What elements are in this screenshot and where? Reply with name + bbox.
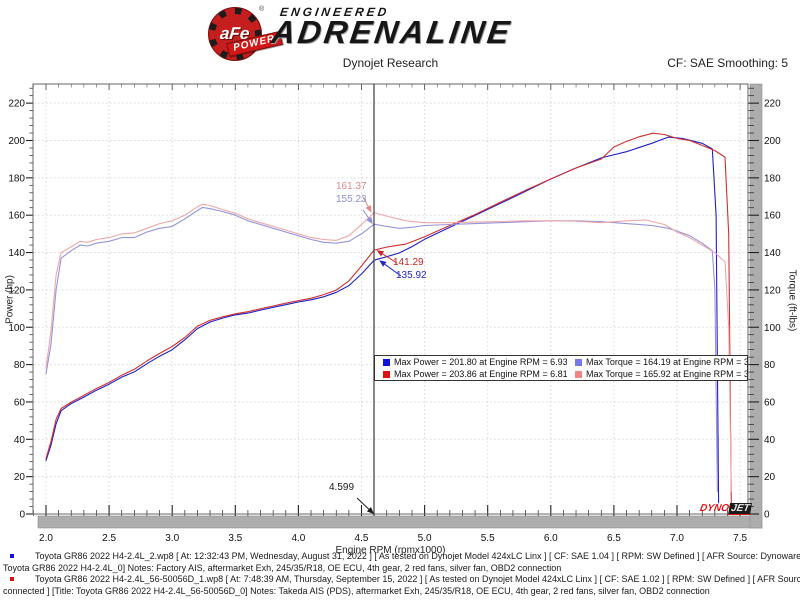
legend-label: Max Power = 203.86 at Engine RPM = 6.81 xyxy=(394,369,567,379)
x-tick-label: 2.5 xyxy=(102,533,116,544)
run-bullet-red xyxy=(10,577,14,581)
y-right-tick-label: 0 xyxy=(764,510,770,521)
x-axis-title: Engine RPM (rpmx1000) xyxy=(335,545,446,556)
x-tick-label: 3.0 xyxy=(165,533,179,544)
run-bullet-blue xyxy=(10,554,14,558)
legend-item-max-torque-afe: Max Torque = 165.92 at Engine RPM = 3.24 xyxy=(567,369,747,379)
y-left-tick-label: 60 xyxy=(14,397,26,408)
annotation-arrowhead xyxy=(366,507,374,514)
registered-mark: ® xyxy=(259,6,265,13)
x-tick-label: 6.0 xyxy=(544,533,558,544)
y-right-tick-label: 80 xyxy=(764,360,776,371)
run-entry-baseline: Toyota GR86 2022 H4-2.4L_2.wp8 [ At: 12:… xyxy=(0,551,800,574)
annotation-arrow xyxy=(384,263,402,277)
legend-label: Max Power = 201.80 at Engine RPM = 6.93 xyxy=(394,357,567,367)
dynojet-logo: DYNOJET xyxy=(699,503,753,515)
annotation-power-afe-value: 141.29 xyxy=(393,257,424,268)
legend-swatch-lightblue xyxy=(575,358,582,366)
x-tick-label: 3.5 xyxy=(228,533,242,544)
x-tick-label: 5.0 xyxy=(418,533,432,544)
run-text-line: Toyota GR86 2022 H4-2.4L_0] Notes: Facto… xyxy=(3,562,562,573)
legend-item-max-power-afe: Max Power = 203.86 at Engine RPM = 6.81 xyxy=(375,369,567,379)
x-tick-label: 2.0 xyxy=(39,533,53,544)
curve-power_afe xyxy=(45,132,732,504)
y-right-tick-label: 20 xyxy=(764,472,776,483)
y-right-tick-label: 60 xyxy=(764,397,776,408)
curve-torque_afe xyxy=(45,203,732,493)
y-right-tick-label: 180 xyxy=(764,173,781,184)
annotation-torque-baseline-value: 155.23 xyxy=(336,194,367,205)
legend-box: Max Power = 201.80 at Engine RPM = 6.93 … xyxy=(374,355,748,381)
dynojet-logo-jet: JET xyxy=(727,503,753,515)
annotation-arrow xyxy=(382,253,398,264)
y-left-tick-label: 0 xyxy=(19,510,25,521)
annotation-arrowhead xyxy=(365,205,372,213)
y-left-tick-label: 20 xyxy=(14,472,26,483)
y-right-axis-title: Torque (ft-lbs) xyxy=(786,269,798,332)
curve-power_baseline xyxy=(45,136,720,504)
annotation-arrowhead xyxy=(366,216,373,225)
chart-title: Dynojet Research xyxy=(342,56,439,70)
smoothing-setting: CF: SAE Smoothing: 5 xyxy=(667,56,788,70)
y-left-tick-label: 180 xyxy=(8,173,25,184)
header-branding: aFe ® POWER ENGINEERED ADRENALINE xyxy=(0,0,800,61)
annotation-torque-afe-value: 161.37 xyxy=(336,181,367,192)
plot-border xyxy=(32,83,749,515)
y-left-tick-label: 160 xyxy=(8,211,25,222)
y-right-tick-label: 40 xyxy=(764,435,776,446)
y-right-tick-label: 200 xyxy=(764,136,781,147)
y-left-tick-label: 80 xyxy=(14,360,26,371)
legend-swatch-red xyxy=(383,370,390,378)
run-entry-afe: Toyota GR86 2022 H4-2.4L_56-50056D_1.wp8… xyxy=(0,574,800,597)
y-right-tick-label: 220 xyxy=(764,99,781,110)
dynojet-logo-dyno: DYNO xyxy=(699,503,730,514)
annotation-power-baseline-value: 135.92 xyxy=(396,270,427,281)
x-tick-label: 7.5 xyxy=(733,533,747,544)
y-left-axis-title: Power (hp) xyxy=(4,275,16,324)
run-text-line: Toyota GR86 2022 H4-2.4L_56-50056D_1.wp8… xyxy=(35,574,800,584)
x-tick-label: 4.5 xyxy=(355,533,369,544)
x-tick-label: 6.5 xyxy=(607,533,621,544)
curve-torque_baseline xyxy=(45,206,718,493)
annotation-arrowhead xyxy=(376,250,385,257)
legend-swatch-salmon xyxy=(575,370,582,378)
y-left-tick-label: 220 xyxy=(8,99,25,110)
legend-swatch-blue xyxy=(383,358,390,366)
legend-label: Max Torque = 164.19 at Engine RPM = 3.24 xyxy=(586,357,747,367)
y-left-tick-label: 40 xyxy=(14,435,26,446)
x-scrollbar[interactable] xyxy=(37,515,763,529)
x-tick-label: 7.0 xyxy=(670,533,684,544)
run-descriptions: Toyota GR86 2022 H4-2.4L_2.wp8 [ At: 12:… xyxy=(0,551,800,597)
y-left-tick-label: 100 xyxy=(8,323,25,334)
legend-item-max-power-baseline: Max Power = 201.80 at Engine RPM = 6.93 xyxy=(375,357,567,367)
annotation-arrow xyxy=(362,209,370,219)
y-left-tick-label: 120 xyxy=(8,285,25,296)
run-text-line: Toyota GR86 2022 H4-2.4L_2.wp8 [ At: 12:… xyxy=(35,551,800,561)
y-left-tick-label: 140 xyxy=(8,248,25,259)
annotation-arrowhead xyxy=(379,260,387,267)
y-left-tick-label: 200 xyxy=(8,136,25,147)
y-right-tick-label: 100 xyxy=(764,323,781,334)
run-text-line: connected ] [Title: Toyota GR86 2022 H4-… xyxy=(3,585,710,596)
x-tick-label: 5.5 xyxy=(481,533,495,544)
plot-area[interactable] xyxy=(33,84,748,514)
y-right-tick-label: 120 xyxy=(764,285,781,296)
x-tick-label: 4.0 xyxy=(291,533,305,544)
annotation-arrow xyxy=(362,196,369,207)
y-right-tick-label: 160 xyxy=(764,211,781,222)
annotation-cursor-rpm: 4.599 xyxy=(329,482,355,493)
annotation-arrow xyxy=(356,497,370,510)
legend-item-max-torque-baseline: Max Torque = 164.19 at Engine RPM = 3.24 xyxy=(567,357,747,367)
y-right-tick-label: 140 xyxy=(764,248,781,259)
legend-label: Max Torque = 165.92 at Engine RPM = 3.24 xyxy=(586,369,747,379)
